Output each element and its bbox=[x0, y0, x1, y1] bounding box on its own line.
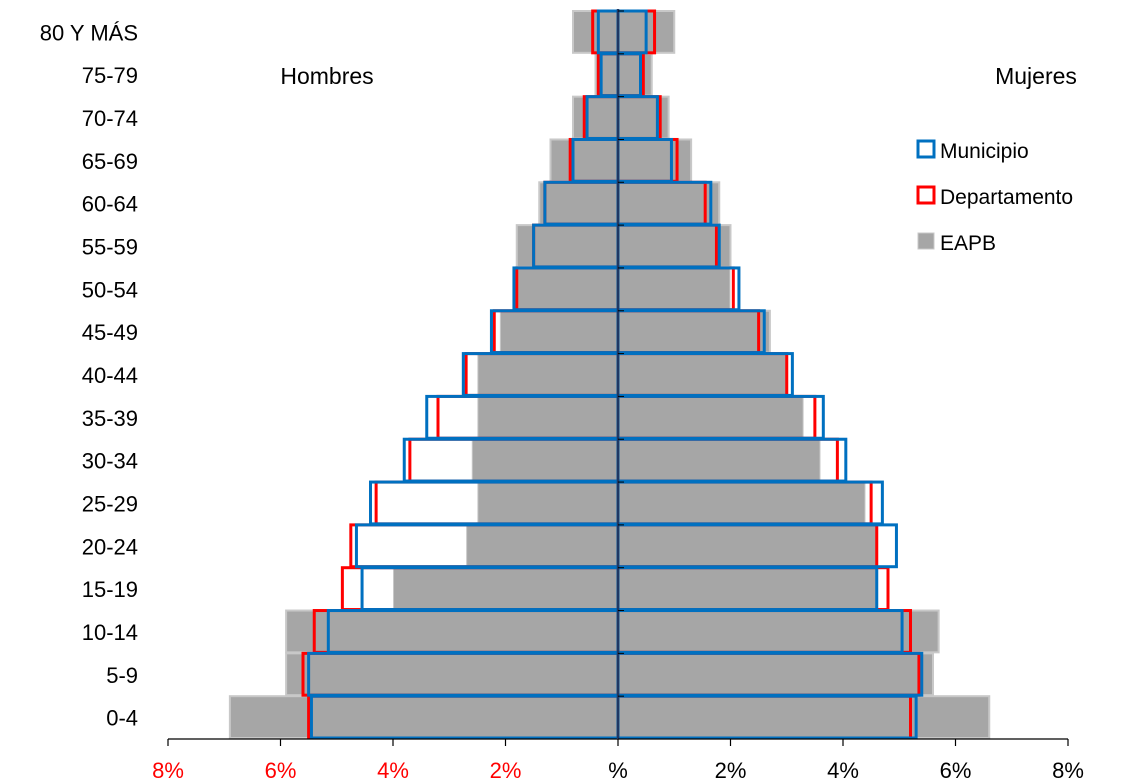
excess-hombres-6 bbox=[404, 440, 472, 480]
x-tick-label-1: 6% bbox=[265, 758, 297, 783]
x-axis-tick-labels: 8% 6% 4% 2%% 2% 4% 6% 8% bbox=[152, 758, 1084, 783]
eapb-bars bbox=[228, 10, 991, 739]
eapb-bar-hombres-11 bbox=[515, 224, 619, 268]
eapb-bar-mujeres-4 bbox=[617, 523, 878, 568]
excess-hombres-3 bbox=[342, 569, 393, 609]
excess-mujeres-4 bbox=[876, 526, 897, 566]
age-label-11: 55-59 bbox=[82, 235, 138, 260]
eapb-bar-mujeres-1 bbox=[617, 652, 934, 697]
eapb-bar-hombres-16 bbox=[572, 10, 619, 54]
eapb-bar-mujeres-6 bbox=[617, 438, 822, 483]
x-tick-label-0: 8% bbox=[152, 758, 184, 783]
age-label-4: 20-24 bbox=[82, 534, 138, 559]
eapb-bar-hombres-4 bbox=[465, 523, 619, 568]
hombres-label: Hombres bbox=[280, 63, 373, 89]
x-tick-label-4: % bbox=[608, 758, 628, 783]
eapb-bar-mujeres-7 bbox=[617, 395, 805, 440]
eapb-bar-mujeres-2 bbox=[617, 609, 940, 654]
age-label-9: 45-49 bbox=[82, 320, 138, 345]
eapb-bar-hombres-6 bbox=[470, 438, 619, 483]
x-tick-label-6: 4% bbox=[827, 758, 859, 783]
age-label-0: 0-4 bbox=[106, 706, 138, 731]
excess-mujeres-5 bbox=[865, 483, 883, 523]
age-label-8: 40-44 bbox=[82, 363, 138, 388]
eapb-bar-hombres-12 bbox=[538, 181, 619, 226]
age-label-14: 70-74 bbox=[82, 106, 138, 131]
legend-swatch-departamento bbox=[916, 185, 936, 205]
legend-label-eapb: EAPB bbox=[940, 232, 996, 255]
x-tick-label-5: 2% bbox=[715, 758, 747, 783]
eapb-bar-hombres-0 bbox=[228, 695, 619, 739]
age-label-1: 5-9 bbox=[106, 663, 138, 688]
age-label-3: 15-19 bbox=[82, 577, 138, 602]
x-tick-label-3: 2% bbox=[490, 758, 522, 783]
excess-mujeres-6 bbox=[820, 440, 846, 480]
axes bbox=[167, 9, 1069, 746]
age-label-15: 75-79 bbox=[82, 63, 138, 88]
legend-label-municipio: Municipio bbox=[940, 140, 1029, 163]
excess-hombres-5 bbox=[370, 483, 478, 523]
excess-hombres-7 bbox=[426, 397, 478, 437]
eapb-bar-hombres-8 bbox=[476, 352, 619, 397]
eapb-bar-hombres-13 bbox=[549, 138, 619, 183]
age-label-2: 10-14 bbox=[82, 620, 138, 645]
eapb-bar-hombres-1 bbox=[285, 652, 619, 697]
age-label-10: 50-54 bbox=[82, 277, 138, 302]
age-label-7: 35-39 bbox=[82, 406, 138, 431]
excess-hombres-4 bbox=[350, 526, 467, 566]
eapb-bar-mujeres-8 bbox=[617, 352, 788, 397]
eapb-bar-hombres-10 bbox=[515, 266, 619, 311]
mujeres-label: Mujeres bbox=[995, 63, 1077, 89]
eapb-bar-mujeres-13 bbox=[617, 138, 693, 183]
legend-swatch-eapb bbox=[917, 232, 935, 250]
x-tick-label-2: 4% bbox=[377, 758, 409, 783]
eapb-bar-mujeres-10 bbox=[617, 266, 732, 311]
eapb-bar-mujeres-11 bbox=[617, 224, 732, 268]
legend-swatch-municipio bbox=[916, 139, 936, 159]
x-tick-label-8: 8% bbox=[1052, 758, 1084, 783]
age-label-13: 65-69 bbox=[82, 149, 138, 174]
chart-legend: Municipio Departamento EAPB bbox=[916, 139, 1073, 255]
eapb-bar-mujeres-15 bbox=[617, 52, 653, 97]
excess-mujeres-3 bbox=[876, 569, 888, 609]
eapb-bar-mujeres-0 bbox=[617, 695, 991, 739]
eapb-bar-mujeres-9 bbox=[617, 309, 771, 354]
age-label-16: 80 Y MÁS bbox=[40, 20, 138, 45]
eapb-bar-hombres-5 bbox=[476, 481, 619, 525]
eapb-bar-hombres-2 bbox=[285, 609, 619, 654]
eapb-bar-hombres-9 bbox=[498, 309, 619, 354]
age-label-5: 25-29 bbox=[82, 491, 138, 516]
eapb-bar-hombres-14 bbox=[572, 95, 619, 140]
eapb-bar-mujeres-5 bbox=[617, 481, 867, 525]
eapb-bar-mujeres-3 bbox=[617, 566, 878, 611]
age-group-labels: 0-4 5-9 10-14 15-19 20-24 25-29 30-34 35-39 40-4… bbox=[40, 20, 138, 730]
x-tick-label-7: 6% bbox=[940, 758, 972, 783]
age-label-12: 60-64 bbox=[82, 192, 138, 217]
eapb-bar-hombres-3 bbox=[392, 566, 619, 611]
eapb-bar-hombres-7 bbox=[476, 395, 619, 440]
excess-mujeres-8 bbox=[786, 355, 793, 394]
legend-label-departamento: Departamento bbox=[940, 186, 1073, 209]
age-label-6: 30-34 bbox=[82, 449, 138, 474]
